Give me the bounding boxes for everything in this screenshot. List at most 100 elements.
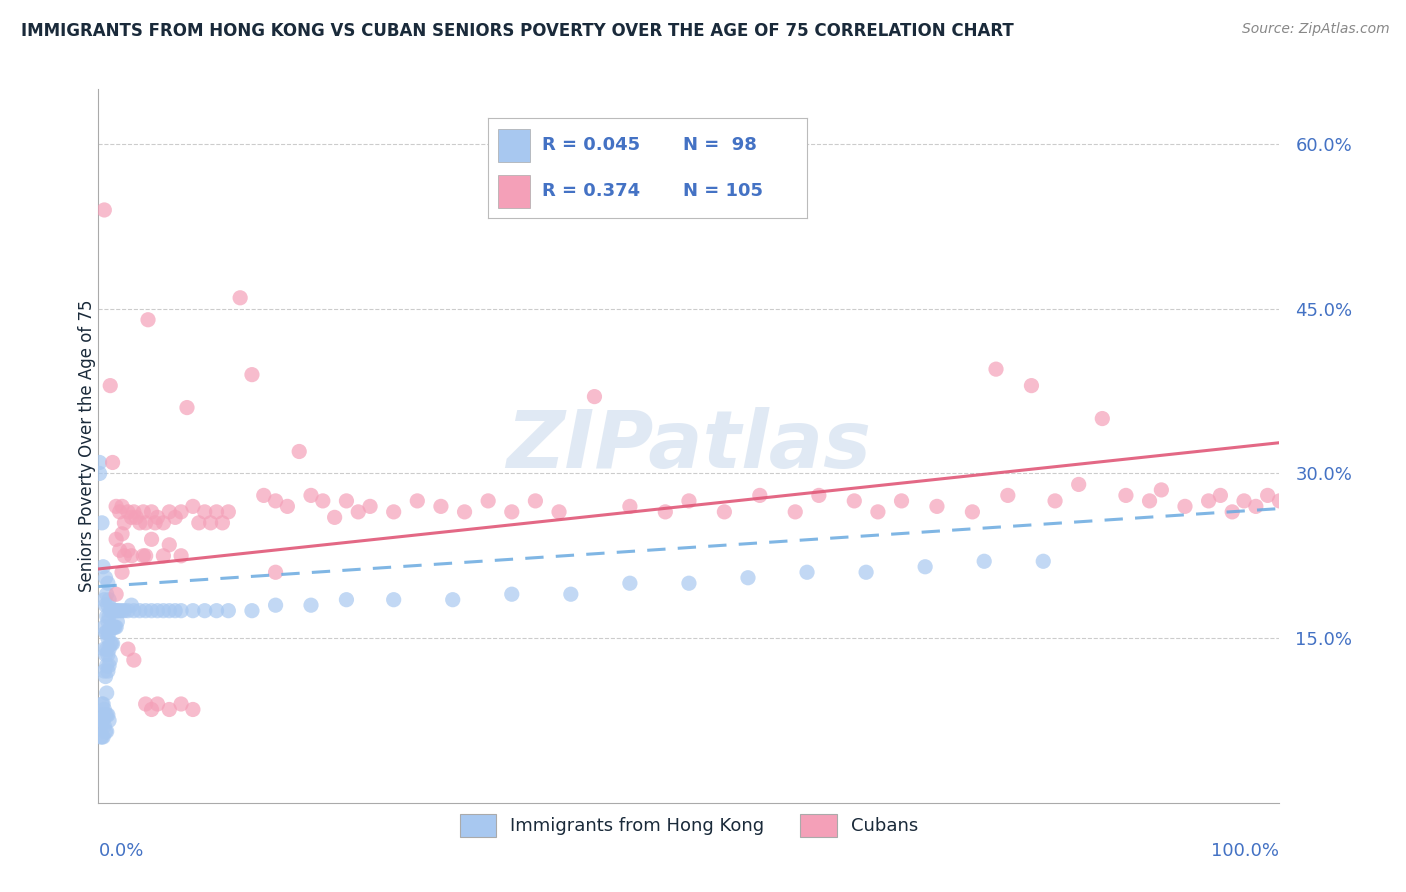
Point bbox=[98, 378, 121, 392]
Point bbox=[104, 620, 127, 634]
Point bbox=[157, 505, 180, 519]
Point bbox=[97, 708, 120, 723]
Point bbox=[143, 516, 166, 530]
Point bbox=[844, 494, 866, 508]
Point bbox=[108, 604, 131, 618]
Point bbox=[157, 538, 180, 552]
Point bbox=[962, 505, 984, 519]
Point bbox=[105, 615, 128, 629]
Point bbox=[288, 444, 311, 458]
Point bbox=[105, 620, 128, 634]
Point bbox=[152, 516, 174, 530]
Point bbox=[560, 587, 582, 601]
Point bbox=[217, 505, 239, 519]
Point bbox=[1043, 494, 1066, 508]
Point bbox=[146, 510, 169, 524]
Point bbox=[855, 566, 877, 580]
Point bbox=[96, 587, 118, 601]
Point bbox=[97, 648, 120, 662]
Point bbox=[98, 609, 121, 624]
Point bbox=[112, 549, 135, 563]
Point bbox=[101, 620, 124, 634]
Text: 100.0%: 100.0% bbox=[1212, 842, 1279, 860]
Point bbox=[264, 494, 287, 508]
Point bbox=[101, 637, 124, 651]
Point bbox=[925, 500, 948, 514]
Point bbox=[117, 604, 139, 618]
Point bbox=[122, 604, 145, 618]
Point bbox=[100, 637, 122, 651]
Point bbox=[170, 697, 193, 711]
Point bbox=[97, 664, 120, 678]
Point bbox=[1244, 500, 1267, 514]
Point bbox=[200, 516, 222, 530]
Point bbox=[678, 494, 700, 508]
Point bbox=[91, 730, 114, 744]
Point bbox=[914, 559, 936, 574]
Point bbox=[430, 500, 453, 514]
Point bbox=[181, 702, 204, 716]
Point bbox=[100, 604, 122, 618]
Point bbox=[94, 724, 117, 739]
Point bbox=[264, 598, 287, 612]
Point bbox=[194, 505, 217, 519]
Point bbox=[94, 648, 117, 662]
Point bbox=[96, 642, 118, 657]
Y-axis label: Seniors Poverty Over the Age of 75: Seniors Poverty Over the Age of 75 bbox=[79, 300, 96, 592]
Point bbox=[117, 642, 139, 657]
Point bbox=[501, 587, 523, 601]
Point bbox=[128, 604, 150, 618]
Point bbox=[93, 702, 115, 716]
Point bbox=[91, 697, 114, 711]
Point bbox=[94, 571, 117, 585]
Point bbox=[98, 592, 121, 607]
Point bbox=[112, 516, 135, 530]
Point bbox=[96, 724, 118, 739]
Point bbox=[335, 592, 357, 607]
Point bbox=[146, 697, 169, 711]
Point bbox=[132, 505, 155, 519]
Point bbox=[253, 488, 276, 502]
Point bbox=[125, 510, 148, 524]
Point bbox=[146, 604, 169, 618]
Point bbox=[122, 653, 145, 667]
Point bbox=[96, 658, 118, 673]
Point bbox=[97, 615, 120, 629]
Point bbox=[101, 455, 124, 469]
Point bbox=[441, 592, 464, 607]
Point bbox=[1115, 488, 1137, 502]
Point bbox=[93, 592, 115, 607]
Point bbox=[205, 505, 228, 519]
Point bbox=[240, 604, 263, 618]
Point bbox=[135, 516, 157, 530]
Point bbox=[105, 587, 128, 601]
Point bbox=[103, 620, 125, 634]
Point bbox=[98, 658, 121, 673]
Point bbox=[93, 620, 115, 634]
Point bbox=[382, 592, 405, 607]
Point bbox=[111, 566, 134, 580]
Point bbox=[1198, 494, 1220, 508]
Point bbox=[264, 566, 287, 580]
Point bbox=[121, 549, 143, 563]
Point bbox=[619, 500, 641, 514]
Point bbox=[111, 500, 134, 514]
Point bbox=[866, 505, 889, 519]
Point bbox=[100, 620, 122, 634]
Point bbox=[157, 604, 180, 618]
Point bbox=[713, 505, 735, 519]
Point bbox=[112, 604, 135, 618]
Point bbox=[501, 505, 523, 519]
Point bbox=[98, 642, 121, 657]
Point bbox=[91, 516, 114, 530]
Point bbox=[96, 625, 118, 640]
Point bbox=[973, 554, 995, 568]
Point bbox=[93, 664, 115, 678]
Point bbox=[121, 510, 143, 524]
Point bbox=[1091, 411, 1114, 425]
Point bbox=[132, 549, 155, 563]
Point bbox=[217, 604, 239, 618]
Point bbox=[748, 488, 770, 502]
Point bbox=[548, 505, 571, 519]
Point bbox=[98, 653, 121, 667]
